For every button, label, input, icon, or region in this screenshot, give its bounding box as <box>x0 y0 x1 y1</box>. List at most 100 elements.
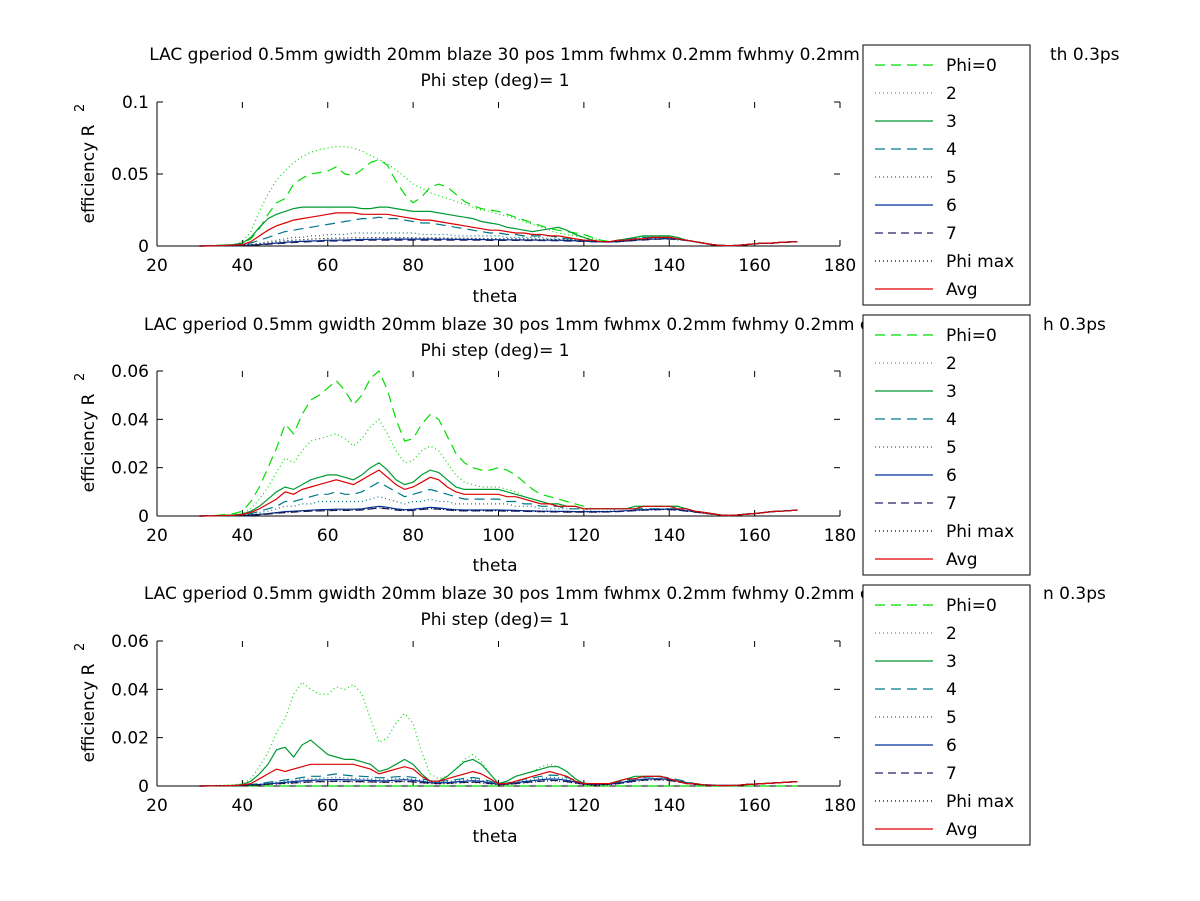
chart-title-tail: n 0.3ps <box>1043 584 1106 604</box>
legend-entry-label: 2 <box>946 354 957 374</box>
y-tick-label: 0.06 <box>111 362 149 382</box>
chart-title-tail: h 0.3ps <box>1043 315 1106 335</box>
legend-entry-label: Avg <box>946 820 978 840</box>
y-axis-label-group: efficiency R 2 <box>73 373 99 493</box>
y-axis-label-superscript: 2 <box>73 643 88 651</box>
y-axis-label-superscript: 2 <box>73 373 88 381</box>
legend-entry-label: 3 <box>946 652 957 672</box>
series-group <box>199 370 798 517</box>
x-tick-label: 160 <box>738 256 770 276</box>
x-tick-label: 20 <box>146 256 168 276</box>
y-tick-label: 0.06 <box>111 632 149 652</box>
series-line-9 <box>199 763 798 787</box>
legend-entry-label: 5 <box>946 168 957 188</box>
y-tick-label: 0.1 <box>122 93 149 113</box>
legend-entry-label: Phi max <box>946 792 1014 812</box>
legend-entry-label: 7 <box>946 764 957 784</box>
x-axis-label: theta <box>473 287 518 307</box>
y-tick-label: 0.04 <box>111 410 149 430</box>
x-tick-label: 140 <box>653 526 685 546</box>
legend-entry-label: 4 <box>946 140 957 160</box>
legend: Phi=0 2 3 4 5 6 7 Phi max Avg <box>862 314 1031 576</box>
x-tick-label: 80 <box>402 796 424 816</box>
legend-entry-label: 6 <box>946 736 957 756</box>
y-axis-label: efficiency R <box>79 663 99 762</box>
legend-entry-label: Phi max <box>946 522 1014 542</box>
legend-entry-label: 4 <box>946 680 957 700</box>
legend-box <box>862 584 1031 846</box>
x-tick-label: 60 <box>317 796 339 816</box>
series-line-1 <box>199 370 798 517</box>
y-tick-label: 0.04 <box>111 680 149 700</box>
x-tick-label: 140 <box>653 796 685 816</box>
y-tick-label: 0.02 <box>111 459 149 479</box>
series-line-7 <box>199 507 798 517</box>
legend-entry-label: 2 <box>946 84 957 104</box>
chart-subtitle: Phi step (deg)= 1 <box>420 341 569 361</box>
x-tick-label: 120 <box>568 526 600 546</box>
x-tick-label: 40 <box>232 526 254 546</box>
x-axis-label: theta <box>473 827 518 847</box>
x-tick-label: 40 <box>232 796 254 816</box>
x-tick-label: 60 <box>317 526 339 546</box>
x-tick-label: 120 <box>568 256 600 276</box>
y-tick-label: 0.05 <box>111 165 149 185</box>
series-line-9 <box>199 469 798 517</box>
legend-entry-label: Phi=0 <box>946 326 997 346</box>
y-axis-label-superscript: 2 <box>73 104 88 112</box>
legend-box <box>862 314 1031 576</box>
legend-entry-label: 2 <box>946 624 957 644</box>
series-group <box>199 146 798 247</box>
series-line-9 <box>199 212 798 247</box>
x-tick-label: 40 <box>232 256 254 276</box>
series-group <box>199 681 798 787</box>
legend: Phi=0 2 3 4 5 6 7 Phi max Avg <box>862 584 1031 846</box>
y-axis-label-group: efficiency R 2 <box>73 643 99 763</box>
series-line-5 <box>199 232 798 247</box>
legend-entry-label: Avg <box>946 280 978 300</box>
legend-entry-label: Phi=0 <box>946 56 997 76</box>
legend-entry-label: 5 <box>946 708 957 728</box>
series-line-4 <box>199 216 798 247</box>
chart-title-tail: th 0.3ps <box>1050 45 1120 65</box>
x-tick-label: 180 <box>824 256 856 276</box>
legend-entry-label: Avg <box>946 550 978 570</box>
chart-title: LAC gperiod 0.5mm gwidth 20mm blaze 30 p… <box>144 584 956 604</box>
y-tick-label: 0 <box>138 237 149 257</box>
x-tick-label: 140 <box>653 256 685 276</box>
series-line-2 <box>199 418 798 517</box>
x-axis-label: theta <box>473 556 518 576</box>
legend-box <box>862 44 1031 306</box>
x-tick-label: 100 <box>482 256 514 276</box>
y-axis-label: efficiency R <box>79 393 99 492</box>
chart-subtitle: Phi step (deg)= 1 <box>420 71 569 91</box>
chart-panel-3: LAC gperiod 0.5mm gwidth 20mm blaze 30 p… <box>73 584 1106 847</box>
y-tick-label: 0 <box>138 507 149 527</box>
x-tick-label: 180 <box>824 796 856 816</box>
chart-panel-2: LAC gperiod 0.5mm gwidth 20mm blaze 30 p… <box>73 314 1106 576</box>
y-tick-label: 0.02 <box>111 729 149 749</box>
y-tick-label: 0 <box>138 777 149 797</box>
x-tick-label: 160 <box>738 526 770 546</box>
x-tick-label: 20 <box>146 796 168 816</box>
y-axis-label: efficiency R <box>79 124 99 223</box>
chart-title: LAC gperiod 0.5mm gwidth 20mm blaze 30 p… <box>144 315 956 335</box>
legend-entry-label: 4 <box>946 410 957 430</box>
legend: Phi=0 2 3 4 5 6 7 Phi max Avg <box>862 44 1031 306</box>
x-tick-label: 80 <box>402 256 424 276</box>
legend-entry-label: 5 <box>946 438 957 458</box>
legend-entry-label: Phi max <box>946 252 1014 272</box>
chart-subtitle: Phi step (deg)= 1 <box>420 610 569 630</box>
x-tick-label: 20 <box>146 526 168 546</box>
x-tick-label: 120 <box>568 796 600 816</box>
legend-entry-label: 3 <box>946 112 957 132</box>
chart-title: LAC gperiod 0.5mm gwidth 20mm blaze 30 p… <box>149 45 951 65</box>
legend-entry-label: 3 <box>946 382 957 402</box>
legend-entry-label: 6 <box>946 466 957 486</box>
x-tick-label: 60 <box>317 256 339 276</box>
legend-entry-label: 7 <box>946 224 957 244</box>
y-axis-label-group: efficiency R 2 <box>73 104 99 224</box>
legend-entry-label: 7 <box>946 494 957 514</box>
x-tick-label: 160 <box>738 796 770 816</box>
